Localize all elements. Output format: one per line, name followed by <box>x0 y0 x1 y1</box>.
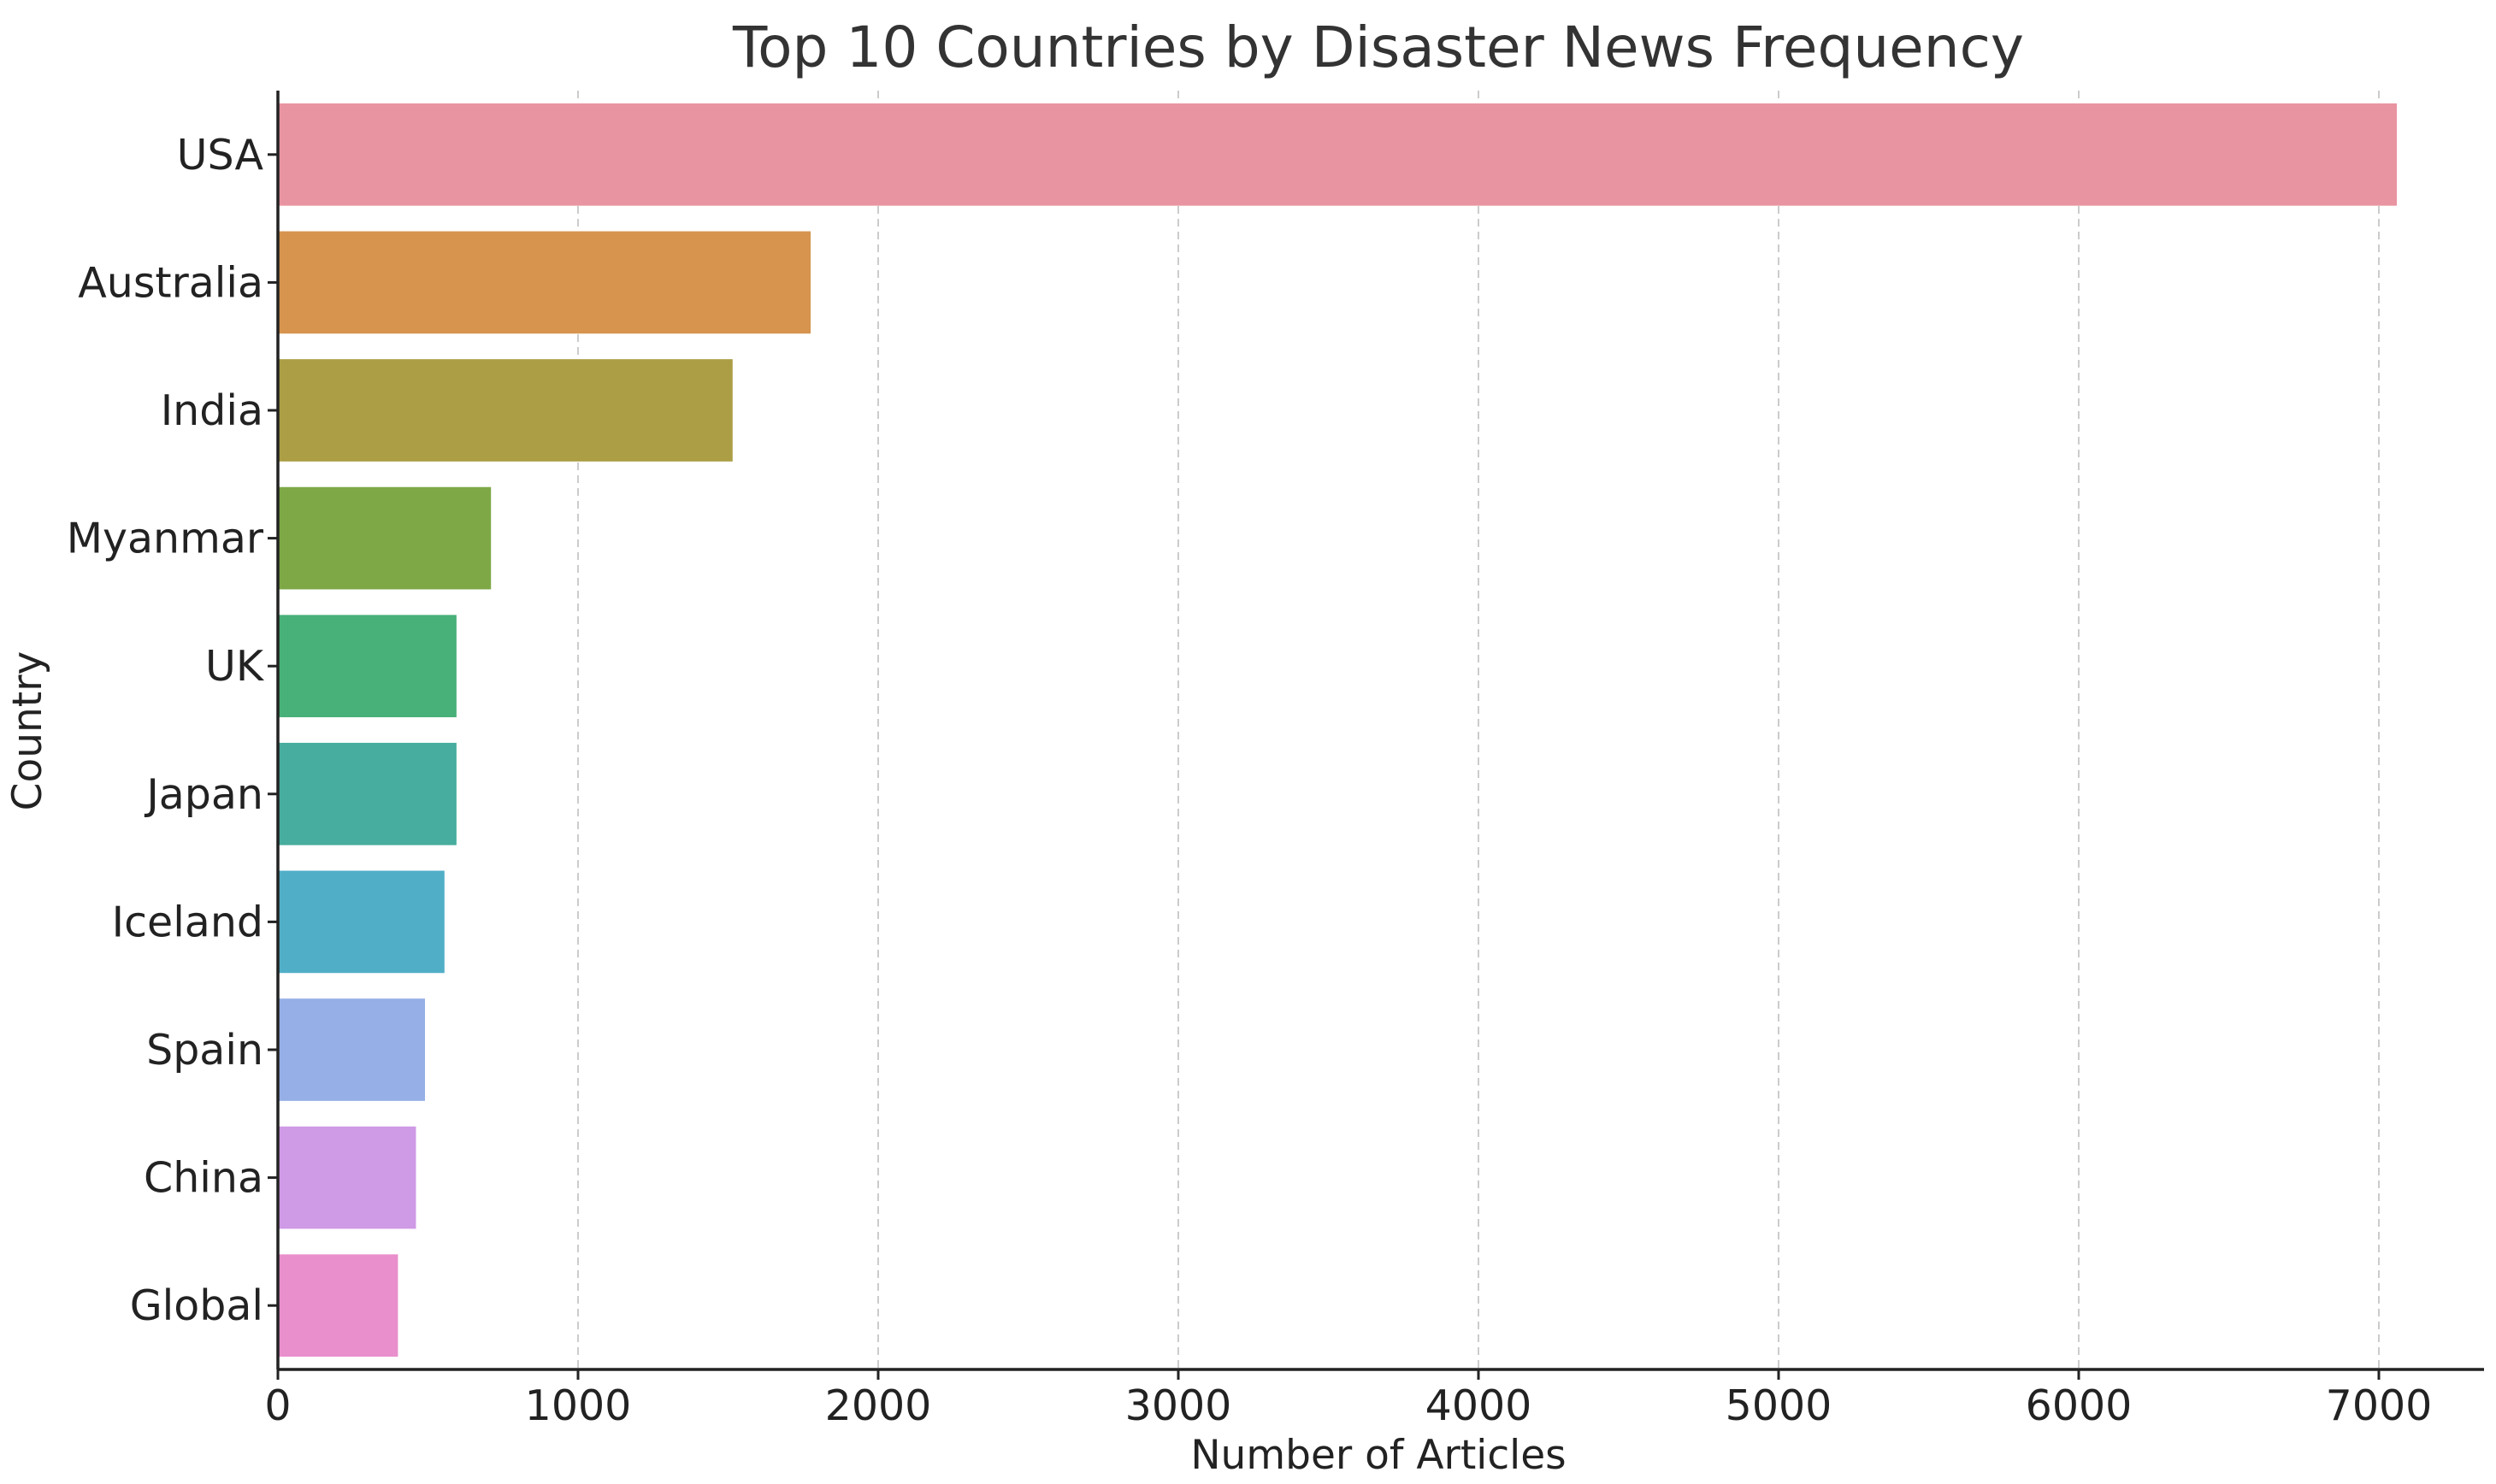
x-tick-label: 1000 <box>525 1381 632 1430</box>
bar-iceland <box>279 870 445 974</box>
x-tick-label: 5000 <box>1726 1381 1832 1430</box>
x-ticks: 0 1000 2000 3000 4000 5000 6000 7000 <box>264 1369 2432 1430</box>
y-axis-title: Country <box>4 651 51 811</box>
x-tick-label: 0 <box>264 1381 291 1430</box>
x-tick-label: 3000 <box>1125 1381 1232 1430</box>
y-tick-label: China <box>144 1154 263 1203</box>
x-tick-label: 4000 <box>1425 1381 1532 1430</box>
bar-australia <box>279 231 811 334</box>
y-ticks: USA Australia India Myanmar UK Japan Iceland Sp… <box>67 131 278 1330</box>
bar-spain <box>279 998 425 1101</box>
y-tick-label: UK <box>205 642 265 691</box>
y-tick-label: Myanmar <box>67 515 264 563</box>
x-tick-label: 2000 <box>825 1381 932 1430</box>
x-axis-title: Number of Articles <box>1190 1432 1566 1479</box>
bar-uk <box>279 615 457 718</box>
x-tick-label: 7000 <box>2326 1381 2433 1430</box>
axes <box>276 91 2484 1371</box>
y-tick-label: Global <box>130 1281 263 1330</box>
y-tick-label: Spain <box>146 1026 263 1075</box>
x-tick-label: 6000 <box>2026 1381 2133 1430</box>
bar-india <box>279 359 733 462</box>
gridlines <box>577 91 2380 1369</box>
chart-title: Top 10 Countries by Disaster News Freque… <box>732 15 2024 80</box>
y-tick-label: Iceland <box>112 898 263 946</box>
y-tick-label: Australia <box>78 258 263 307</box>
bar-usa <box>279 103 2398 206</box>
y-tick-label: India <box>161 386 263 435</box>
y-tick-label: USA <box>177 131 264 180</box>
bar-china <box>279 1126 416 1229</box>
bars <box>279 103 2398 1357</box>
bar-myanmar <box>279 486 492 590</box>
bar-japan <box>279 742 457 845</box>
bar-global <box>279 1254 398 1357</box>
y-tick-label: Japan <box>144 770 263 819</box>
